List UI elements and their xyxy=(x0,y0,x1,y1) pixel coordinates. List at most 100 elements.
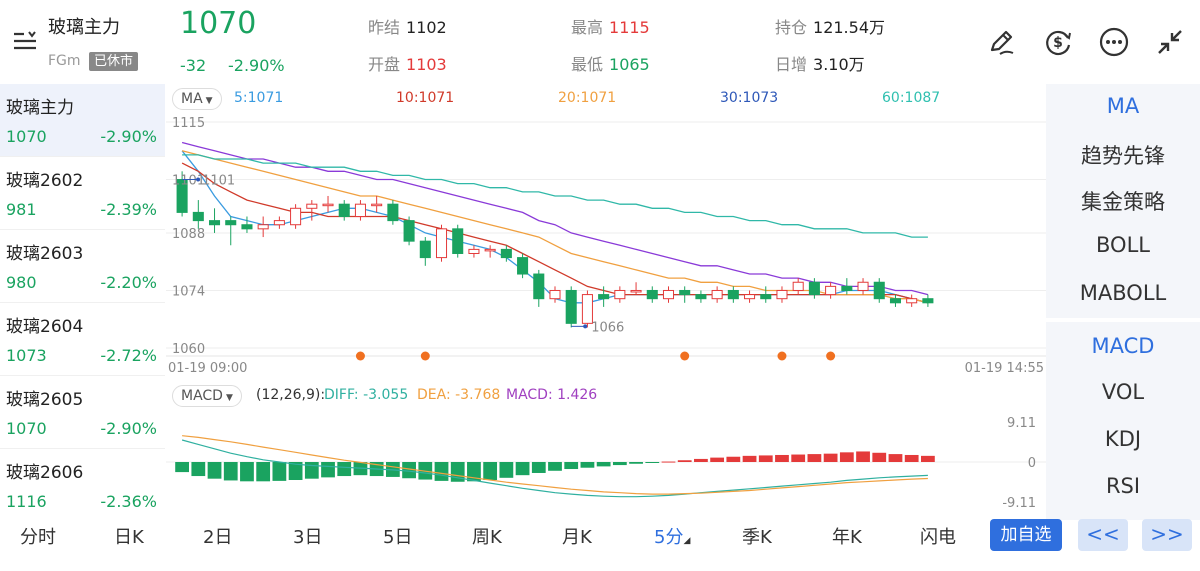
stat-value: 1103 xyxy=(406,55,447,74)
macd-lines xyxy=(181,435,928,498)
candle-up xyxy=(273,220,285,226)
x-start-label: 01-19 09:00 xyxy=(168,361,247,376)
tab-flash[interactable]: 闪电 xyxy=(920,527,956,548)
tab-daily[interactable]: 日K xyxy=(114,527,144,548)
candle-down xyxy=(695,294,707,300)
axis-labels: 1115 1101 1088 1074 1060 01-19 09:00 01-19 14:… xyxy=(168,116,1044,376)
stat-value: 1102 xyxy=(406,18,447,37)
signal-dot xyxy=(777,351,787,361)
candle-up xyxy=(549,289,561,300)
tab-weekly[interactable]: 周K xyxy=(472,527,502,548)
stat-open-interest: 持仓 121.54万 xyxy=(775,14,885,38)
ma30-value: 30:1073 xyxy=(720,90,779,106)
signal-dot xyxy=(680,351,690,361)
candle-down xyxy=(760,294,772,300)
add-favorite-button[interactable]: 加自选 xyxy=(990,519,1062,551)
price-change: -32 xyxy=(180,56,207,75)
ma20-line xyxy=(181,150,929,304)
more-icon[interactable] xyxy=(1098,26,1130,58)
ma60-line xyxy=(182,154,928,238)
candle-down xyxy=(889,298,901,304)
contract-name: 玻璃2606 xyxy=(6,463,84,483)
macd-chart[interactable]: 9.11 0 -9.11 xyxy=(166,410,1046,514)
candles xyxy=(176,171,934,328)
candle-up xyxy=(792,281,804,291)
contract-item[interactable]: 玻璃2605 1070 -2.90% xyxy=(0,376,165,449)
macd-bar xyxy=(515,462,530,476)
macd-legend: MACD ▼ (12,26,9): DIFF: -3.055 DEA: -3.76… xyxy=(168,385,1046,407)
prev-button[interactable]: << xyxy=(1078,519,1128,551)
stat-low: 最低 1065 xyxy=(571,51,650,75)
tab-monthly[interactable]: 月K xyxy=(562,527,592,548)
indicator-rsi[interactable]: RSI xyxy=(1105,474,1141,498)
macd-bar xyxy=(694,458,708,462)
macd-bar xyxy=(304,462,319,479)
indicator-trend[interactable]: 趋势先锋 xyxy=(1081,144,1165,168)
macd-bar xyxy=(921,455,935,462)
indicator-vol[interactable]: VOL xyxy=(1101,380,1145,404)
candle-down xyxy=(419,240,431,259)
macd-bar xyxy=(207,462,222,479)
dea-line xyxy=(182,435,928,495)
contract-item[interactable]: 玻璃主力 1070 -2.90% xyxy=(0,84,165,157)
tab-3day[interactable]: 3日 xyxy=(293,527,323,548)
macd-bar xyxy=(856,451,870,462)
tab-5day[interactable]: 5日 xyxy=(383,527,413,548)
macd-bar xyxy=(677,460,692,462)
contract-item[interactable]: 玻璃2602 981 -2.39% xyxy=(0,157,165,230)
candle-up xyxy=(484,248,496,252)
candle-down xyxy=(727,289,739,300)
ma5-value: 5:1071 xyxy=(234,90,284,106)
candle-down xyxy=(841,285,853,291)
tab-2day[interactable]: 2日 xyxy=(203,527,233,548)
candle-up xyxy=(306,203,318,209)
candle-up xyxy=(290,207,302,226)
contract-symbol: FGm xyxy=(48,53,81,69)
macd-bar xyxy=(337,462,352,477)
macd-selector[interactable]: MACD ▼ xyxy=(172,385,242,407)
macd-bar xyxy=(175,462,189,473)
tab-5min[interactable]: 5分◢ xyxy=(654,523,690,549)
macd-bar xyxy=(483,462,498,481)
ma-selector[interactable]: MA ▼ xyxy=(172,88,222,110)
indicator-boll[interactable]: BOLL xyxy=(1096,233,1150,257)
y-tick-label: 1115 xyxy=(172,116,205,131)
stat-label: 持仓 xyxy=(775,18,808,37)
tab-quarterly[interactable]: 季K xyxy=(742,527,772,548)
contract-item[interactable]: 玻璃2604 1073 -2.72% xyxy=(0,303,165,376)
contract-item[interactable]: 玻璃2606 1116 -2.36% xyxy=(0,449,165,522)
contract-name: 玻璃2603 xyxy=(6,244,84,264)
contract-item[interactable]: 玻璃2603 980 -2.20% xyxy=(0,230,165,303)
indicator-kdj[interactable]: KDJ xyxy=(1104,427,1142,451)
last-price: 1070 xyxy=(180,6,257,41)
candlestick-chart[interactable]: 1115 1101 1088 1074 1060 01-19 09:00 01-19 14:… xyxy=(166,112,1046,376)
contract-code: FGm 已休市 xyxy=(48,52,139,71)
macd-bar xyxy=(775,454,789,462)
candle-up xyxy=(630,289,642,293)
macd-bar xyxy=(742,455,757,462)
signal-markers xyxy=(355,351,836,361)
macd-bar xyxy=(499,462,514,478)
draw-pen-icon[interactable] xyxy=(986,26,1018,58)
candle-up xyxy=(435,228,448,259)
indicator-macd[interactable]: MACD xyxy=(1091,334,1155,358)
collapse-icon[interactable] xyxy=(1154,26,1186,58)
indicator-maboll[interactable]: MABOLL xyxy=(1079,281,1167,305)
candle-up xyxy=(906,298,918,304)
menu-icon[interactable] xyxy=(12,30,38,52)
candle-up xyxy=(371,203,383,207)
candle-up xyxy=(257,224,269,230)
stat-label: 最低 xyxy=(571,55,604,74)
candle-down xyxy=(517,257,529,275)
contract-title[interactable]: 玻璃主力 xyxy=(48,17,120,38)
y-tick-label: 1088 xyxy=(172,227,205,242)
stat-label: 日增 xyxy=(775,55,808,74)
next-button[interactable]: >> xyxy=(1142,519,1192,551)
indicator-ma[interactable]: MA xyxy=(1106,94,1140,118)
indicator-fund[interactable]: 集金策略 xyxy=(1081,190,1165,214)
macd-bar xyxy=(402,462,416,479)
tab-intraday[interactable]: 分时 xyxy=(20,527,56,548)
tab-yearly[interactable]: 年K xyxy=(832,527,862,548)
currency-icon[interactable]: $ xyxy=(1042,26,1074,58)
macd-y-tick-label: -9.11 xyxy=(1002,496,1036,511)
